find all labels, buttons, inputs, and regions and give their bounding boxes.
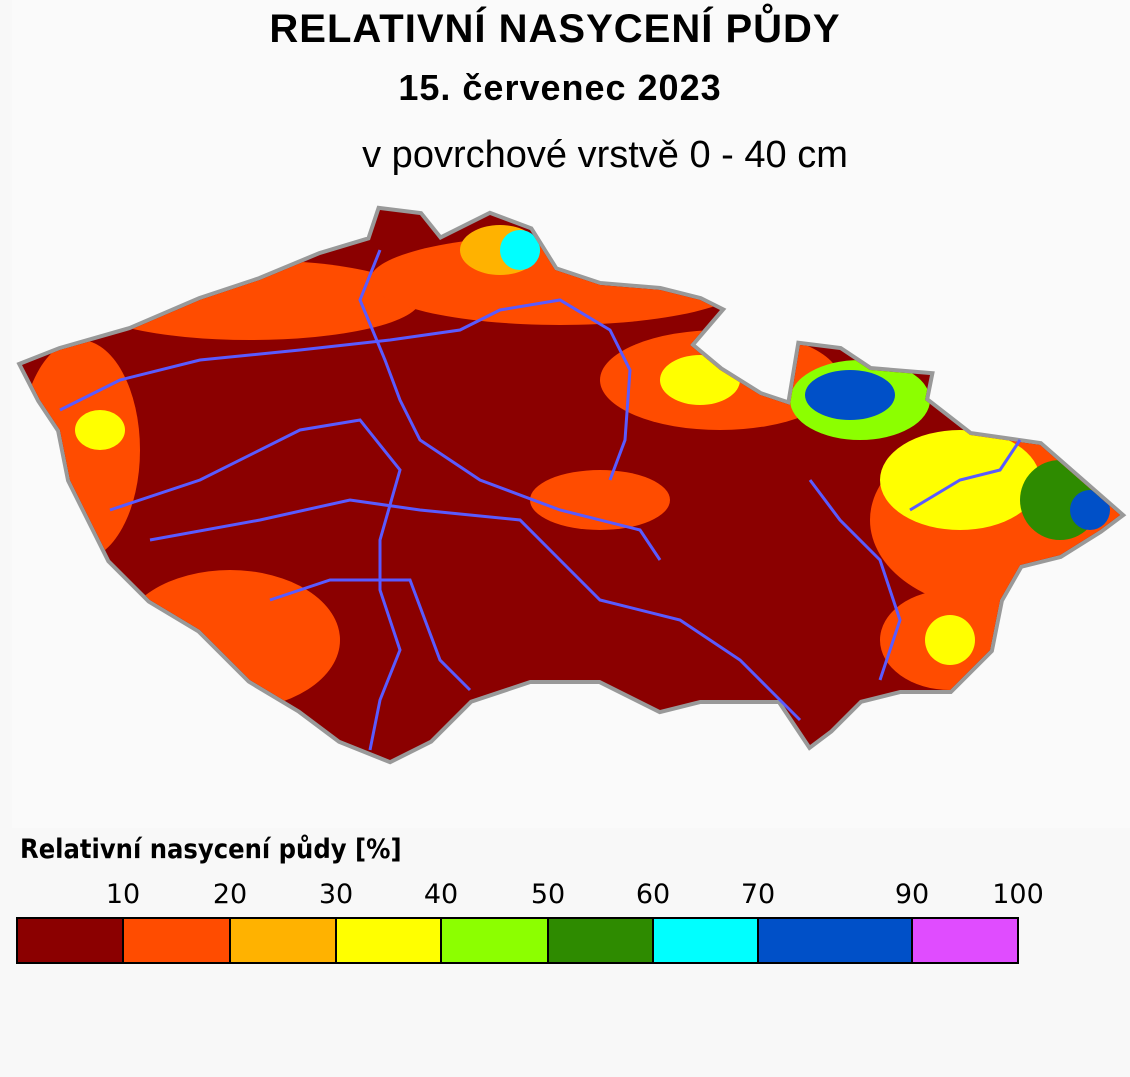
legend-title: Relativní nasycení půdy [%] (20, 834, 402, 865)
legend-swatch (547, 917, 654, 964)
subtitle: v povrchové vrstvě 0 - 40 cm (362, 134, 848, 176)
legend-swatch (652, 917, 759, 964)
legend-label: 70 (741, 879, 775, 910)
rivers (59, 249, 1022, 751)
legend-swatch (122, 917, 231, 964)
legend-label: 20 (213, 879, 247, 910)
legend-label: 100 (992, 879, 1044, 910)
legend-swatch (335, 917, 442, 964)
legend-label: 90 (895, 879, 929, 910)
legend-swatch (229, 917, 337, 964)
legend-label: 10 (106, 879, 140, 910)
legend-label: 40 (424, 879, 458, 910)
legend-label: 50 (531, 879, 565, 910)
title: RELATIVNÍ NASYCENÍ PŮDY (269, 2, 840, 51)
date: 15. červenec 2023 (398, 67, 721, 108)
legend-label: 60 (636, 879, 670, 910)
legend-swatch (440, 917, 549, 964)
legend-swatch (911, 917, 1019, 964)
legend: 10 20 30 40 50 60 70 90 100 (16, 879, 1044, 964)
legend-swatch (16, 917, 124, 964)
legend-swatch (757, 917, 913, 964)
legend-label: 30 (319, 879, 353, 910)
